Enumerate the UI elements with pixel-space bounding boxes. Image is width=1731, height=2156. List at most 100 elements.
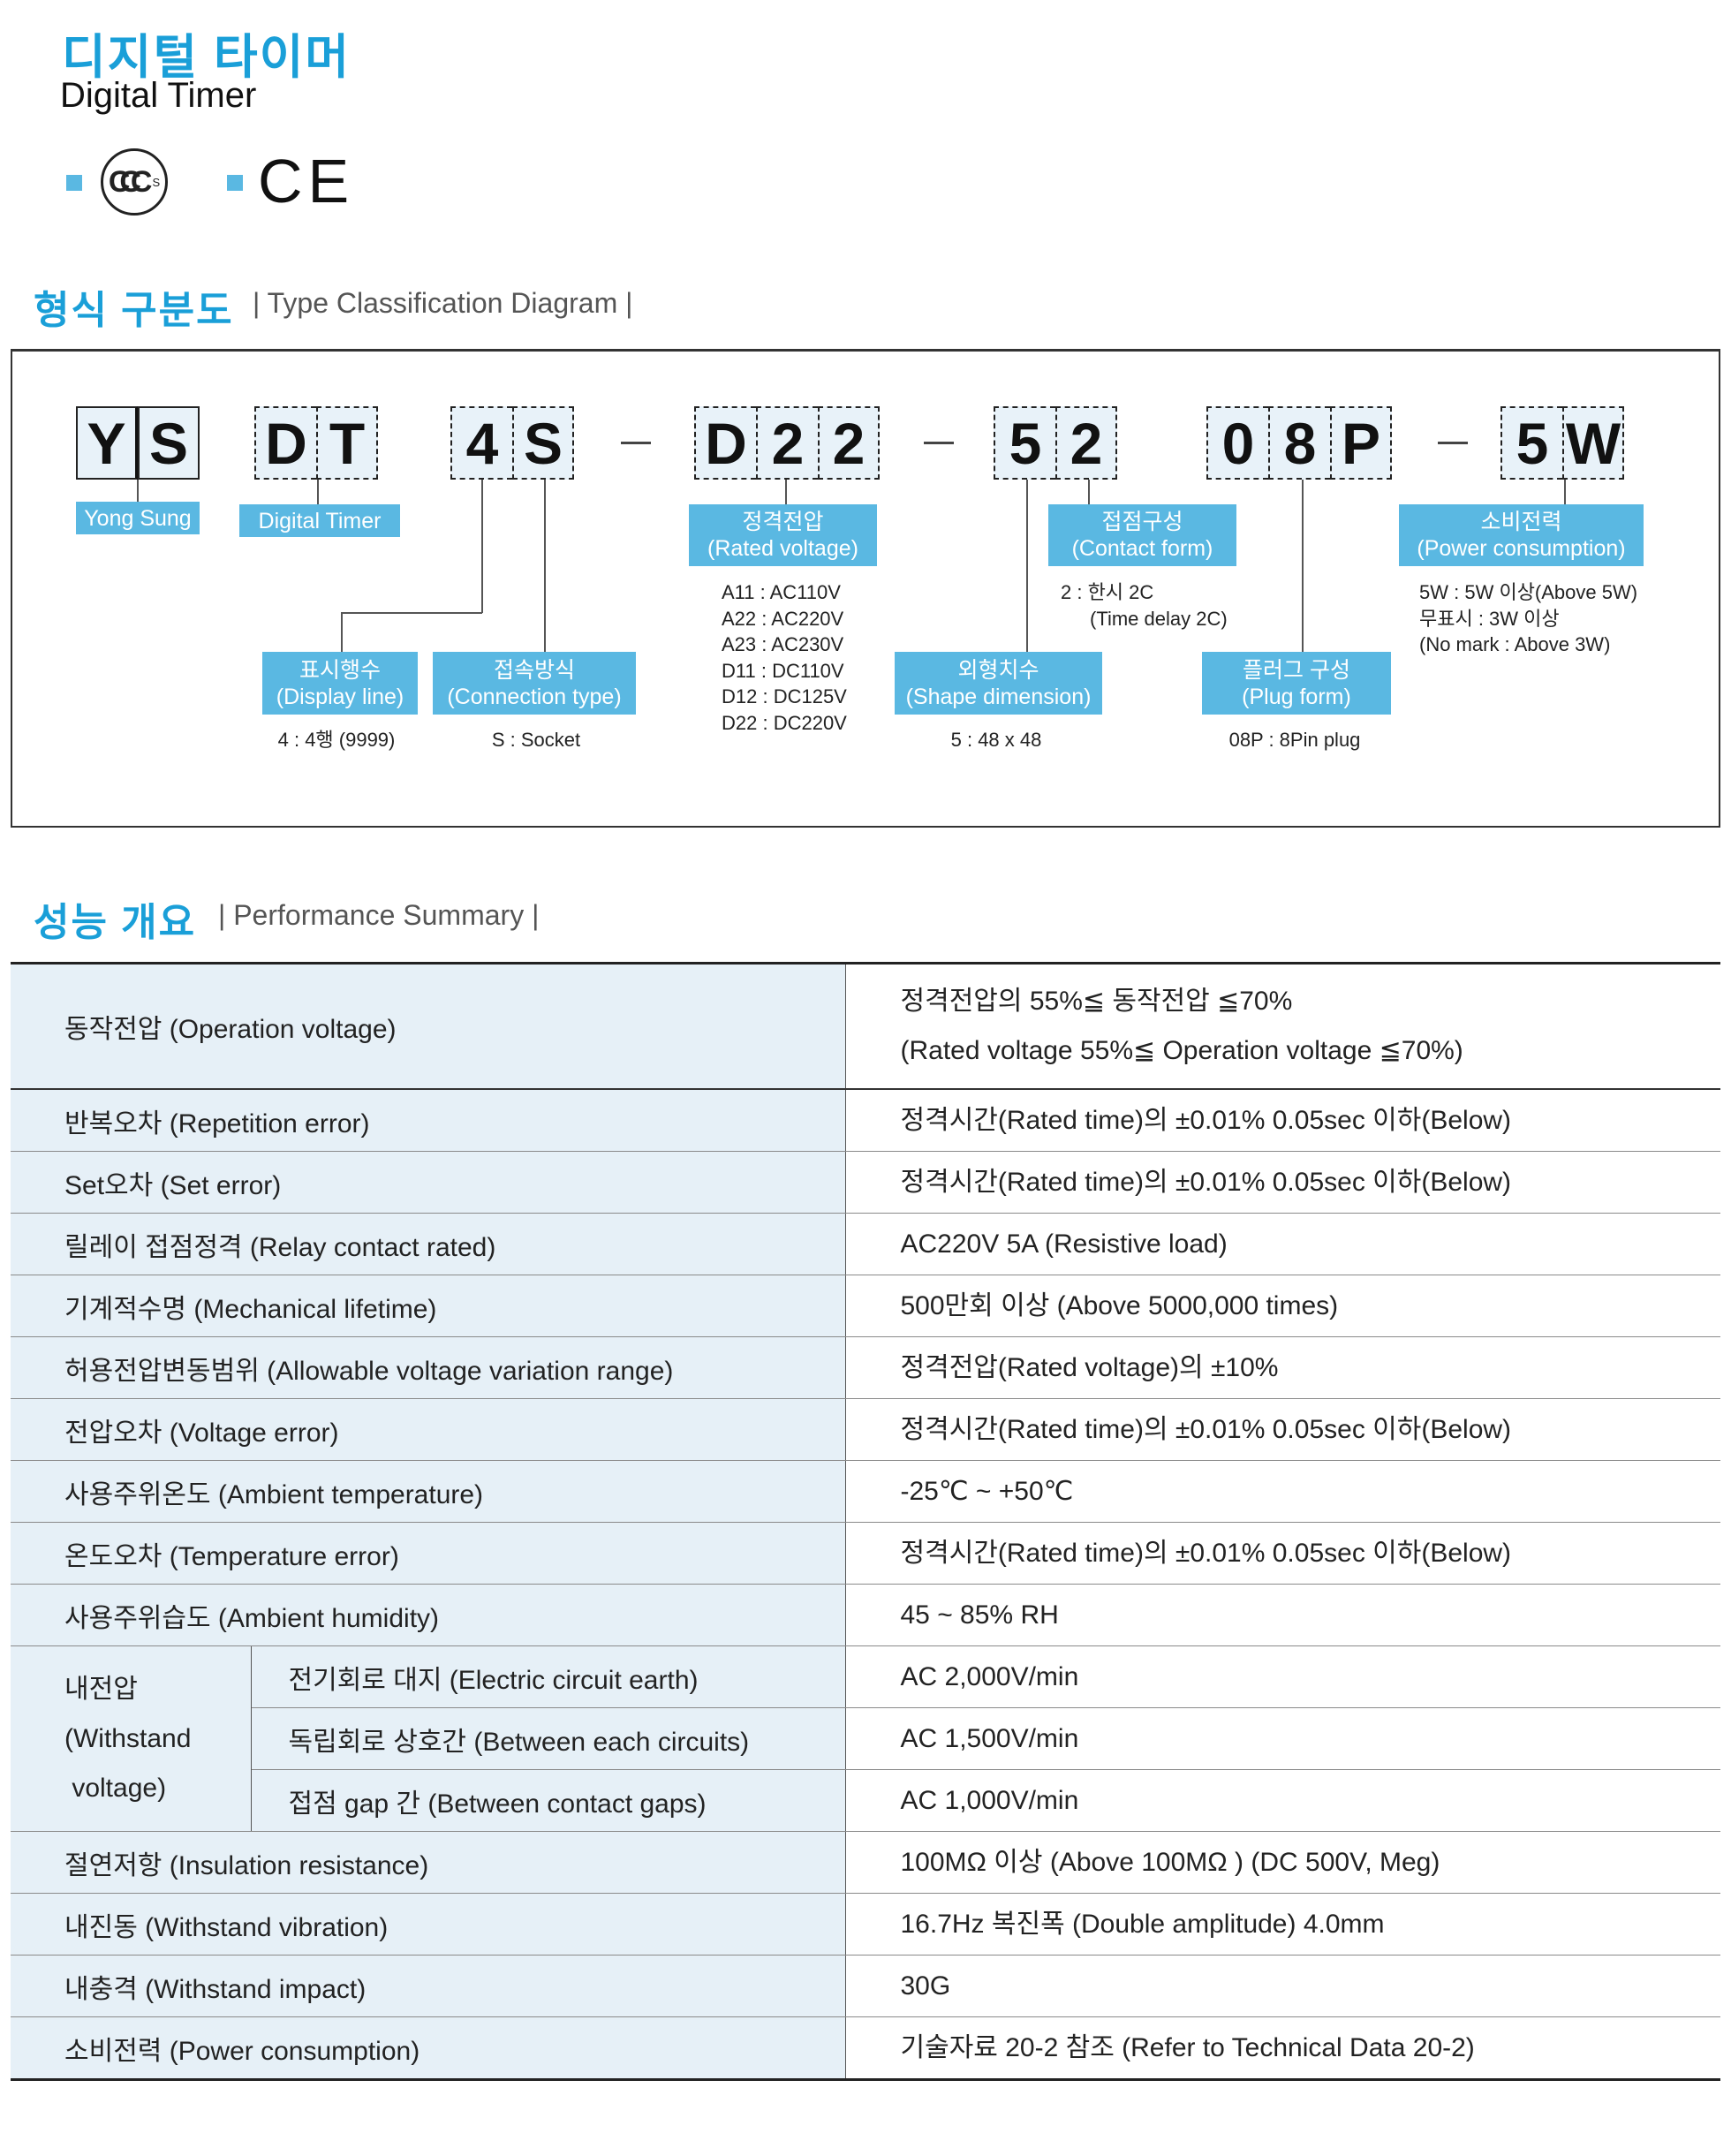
ccc-mark-icon: CCC S xyxy=(101,148,168,216)
spec-value: 45 ~ 85% RH xyxy=(845,1584,1720,1646)
connector-line xyxy=(1302,480,1304,652)
connector-line xyxy=(137,480,139,502)
table-row: 사용주위습도 (Ambient humidity) 45 ~ 85% RH xyxy=(11,1584,1720,1646)
label-line: 플러그 구성 xyxy=(1243,657,1350,683)
connector-line xyxy=(341,612,482,614)
table-row: 릴레이 접점정격 (Relay contact rated) AC220V 5A … xyxy=(11,1213,1720,1275)
label-line: Yong Sung xyxy=(84,505,192,531)
code-label: Digital Timer xyxy=(239,504,400,537)
spec-value-line: AC220V 5A (Resistive load) xyxy=(900,1229,1228,1259)
connector-line xyxy=(544,480,546,652)
spec-value-line: 정격시간(Rated time)의 ±0.01% 0.05sec 이하(Belo… xyxy=(900,1538,1512,1568)
code-label: 외형치수 (Shape dimension) xyxy=(895,652,1102,715)
spec-key: 내진동 (Withstand vibration) xyxy=(11,1893,846,1956)
spec-value-line: AC 1,500V/min xyxy=(900,1723,1079,1753)
code-char: Y xyxy=(76,406,138,480)
spec-key: 릴레이 접점정격 (Relay contact rated) xyxy=(11,1213,846,1275)
label-line: 정격전압 xyxy=(742,510,824,534)
type-diagram-frame xyxy=(11,349,1720,828)
spec-group-label: 내전압 (Withstand voltage) xyxy=(11,1645,252,1832)
table-row: 독립회로 상호간 (Between each circuits) AC 1,500… xyxy=(11,1707,1720,1770)
display-line-note: 4 : 4행 (9999) xyxy=(277,729,396,751)
spec-value-line: 정격전압(Rated voltage)의 ±10% xyxy=(900,1352,1279,1382)
connector-line xyxy=(1026,480,1028,652)
power-note: 5W : 5W 이상(Above 5W) xyxy=(1419,581,1638,603)
table-row: 온도오차 (Temperature error) 정격시간(Rated time)… xyxy=(11,1522,1720,1585)
ccc-sub: S xyxy=(152,175,161,189)
spec-key: 접점 gap 간 (Between contact gaps) xyxy=(251,1769,846,1832)
spec-value: AC 2,000V/min xyxy=(845,1645,1720,1708)
separator-dash xyxy=(924,442,954,444)
table-row: 내전압 (Withstand voltage) 전기회로 대지 (Electric … xyxy=(11,1645,1720,1832)
code-char: 2 xyxy=(818,406,880,480)
connector-line xyxy=(1564,480,1566,504)
label-line: (Display line) xyxy=(276,684,404,709)
code-char: 8 xyxy=(1268,406,1330,480)
rated-voltage-note: A23 : AC230V xyxy=(722,633,844,655)
spec-value-line: 정격시간(Rated time)의 ±0.01% 0.05sec 이하(Belo… xyxy=(900,1414,1512,1444)
table-row: 사용주위온도 (Ambient temperature) -25℃ ~ +50℃ xyxy=(11,1460,1720,1523)
ce-mark-icon: CE xyxy=(258,147,355,216)
spec-value-line: 100MΩ 이상 (Above 100MΩ ) (DC 500V, Meg) xyxy=(900,1847,1440,1877)
label-line: (Connection type) xyxy=(447,684,622,709)
code-char: D xyxy=(254,406,316,480)
label-line: (Power consumption) xyxy=(1417,536,1626,561)
spec-value-line: 16.7Hz 복진폭 (Double amplitude) 4.0mm xyxy=(900,1909,1385,1939)
label-line: (Rated voltage) xyxy=(707,536,858,561)
spec-value: 정격전압(Rated voltage)의 ±10% xyxy=(845,1336,1720,1399)
rated-voltage-note: D22 : DC220V xyxy=(722,711,847,734)
label-line: 표시행수 xyxy=(299,657,381,683)
label-line: 소비전력 xyxy=(1480,510,1562,534)
spec-key: Set오차 (Set error) xyxy=(11,1151,846,1214)
shape-dimension-note: 5 : 48 x 48 xyxy=(950,729,1042,751)
code-char: 4 xyxy=(450,406,512,480)
spec-value: 정격시간(Rated time)의 ±0.01% 0.05sec 이하(Belo… xyxy=(845,1151,1720,1214)
label-line: (Shape dimension) xyxy=(905,684,1092,709)
code-char: S xyxy=(138,406,200,480)
section-title-type: 형식 구분도 xyxy=(34,289,234,332)
spec-value: 정격시간(Rated time)의 ±0.01% 0.05sec 이하(Belo… xyxy=(845,1522,1720,1585)
label-line: 접속방식 xyxy=(493,657,575,683)
code-char: 5 xyxy=(1500,406,1562,480)
code-char: D xyxy=(694,406,756,480)
spec-value: AC 1,500V/min xyxy=(845,1707,1720,1770)
table-row: Set오차 (Set error) 정격시간(Rated time)의 ±0.01… xyxy=(11,1151,1720,1214)
table-row: 내진동 (Withstand vibration) 16.7Hz 복진폭 (Dou… xyxy=(11,1893,1720,1956)
label-line: (Contact form) xyxy=(1071,536,1213,561)
rated-voltage-note: A11 : AC110V xyxy=(722,581,841,603)
label-line: (Plug form) xyxy=(1242,684,1351,709)
page-title: 디지털 타이머 xyxy=(62,31,351,84)
spec-key: 사용주위습도 (Ambient humidity) xyxy=(11,1584,846,1646)
code-label: 접점구성 (Contact form) xyxy=(1048,504,1236,566)
spec-value: 정격시간(Rated time)의 ±0.01% 0.05sec 이하(Belo… xyxy=(845,1398,1720,1461)
code-char: W xyxy=(1562,406,1624,480)
code-char: 5 xyxy=(994,406,1055,480)
rated-voltage-note: D12 : DC125V xyxy=(722,685,847,707)
connector-line xyxy=(317,480,319,504)
code-label: Yong Sung xyxy=(76,502,200,534)
code-char: 0 xyxy=(1206,406,1268,480)
ccc-text: CCC xyxy=(108,164,153,199)
performance-table: 동작전압 (Operation voltage) 정격전압의 55%≦ 동작전압 … xyxy=(11,962,1720,2081)
spec-value: -25℃ ~ +50℃ xyxy=(845,1460,1720,1523)
spec-key: 허용전압변동범위 (Allowable voltage variation ra… xyxy=(11,1336,846,1399)
section-title-perf: 성능 개요 xyxy=(34,901,197,944)
power-note: (No mark : Above 3W) xyxy=(1419,633,1611,655)
code-char: T xyxy=(316,406,378,480)
bullet-square-icon xyxy=(66,175,82,191)
spec-value: AC 1,000V/min xyxy=(845,1769,1720,1832)
spec-value-line: 30G xyxy=(900,1971,951,2001)
table-row: 기계적수명 (Mechanical lifetime) 500만회 이상 (Abo… xyxy=(11,1275,1720,1337)
spec-key: 소비전력 (Power consumption) xyxy=(11,2016,846,2080)
table-row: 반복오차 (Repetition error) 정격시간(Rated time)의… xyxy=(11,1089,1720,1152)
spec-key: 동작전압 (Operation voltage) xyxy=(11,963,846,1090)
spec-value-line: 정격시간(Rated time)의 ±0.01% 0.05sec 이하(Belo… xyxy=(900,1167,1512,1197)
spec-key: 전기회로 대지 (Electric circuit earth) xyxy=(251,1645,846,1708)
spec-value-line: (Rated voltage 55%≦ Operation voltage ≦7… xyxy=(900,1036,1463,1065)
spec-value: 정격전압의 55%≦ 동작전압 ≦70% (Rated voltage 55%≦ … xyxy=(845,963,1720,1090)
code-char: 2 xyxy=(1055,406,1117,480)
spec-value: 정격시간(Rated time)의 ±0.01% 0.05sec 이하(Belo… xyxy=(845,1089,1720,1152)
